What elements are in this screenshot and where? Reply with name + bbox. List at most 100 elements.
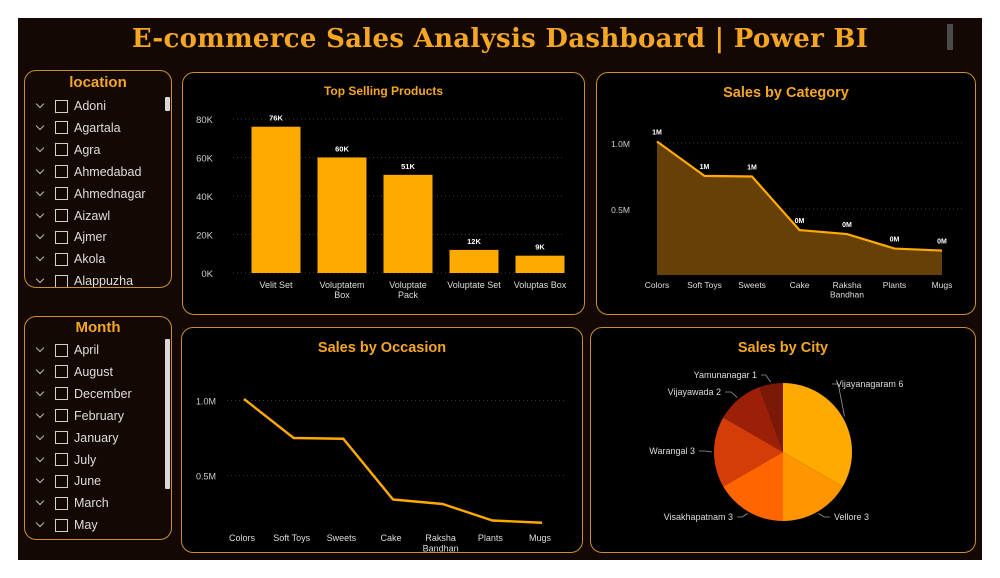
sales-by-city-panel[interactable]: Sales by City Vijayanagaram 6 Vellore 3 Vi…	[590, 327, 976, 553]
slicer-item[interactable]: Ajmer	[25, 227, 107, 247]
sales-by-category-panel[interactable]: Sales by Category 0.5M 1.0M 1M Colors 1M Soft…	[596, 72, 976, 315]
y-tick-label: 80K	[196, 115, 214, 126]
x-tick-label: Voluptate	[389, 280, 427, 290]
x-tick-label: Box	[334, 290, 350, 300]
slicer-item-label: April	[74, 343, 100, 357]
y-tick-label: 0.5M	[196, 472, 216, 482]
checkbox[interactable]	[55, 343, 68, 357]
location-slicer[interactable]: location Adoni Agartala Agra Ahmedabad Ahmed…	[24, 70, 172, 288]
slicer-item[interactable]: January	[25, 428, 118, 448]
slicer-item[interactable]: Aizawl	[25, 206, 110, 226]
scrollbar[interactable]	[947, 24, 953, 50]
slicer-item-label: Adoni	[74, 99, 106, 113]
x-tick-label: Colors	[645, 280, 670, 290]
chevron-down-icon[interactable]	[33, 384, 49, 404]
checkbox[interactable]	[55, 99, 68, 113]
y-tick-label: 0.5M	[611, 205, 630, 215]
slicer-item-label: Ahmednagar	[74, 186, 146, 201]
slicer-item[interactable]: June	[25, 471, 101, 491]
slicer-item[interactable]: Ahmedabad	[25, 162, 141, 182]
bar	[251, 126, 301, 273]
slicer-scrollbar-thumb[interactable]	[165, 97, 170, 111]
data-label: 76K	[269, 114, 283, 123]
chevron-down-icon[interactable]	[33, 249, 49, 269]
x-tick-label: Cake	[380, 533, 401, 543]
chevron-down-icon[interactable]	[33, 162, 49, 182]
chevron-down-icon[interactable]	[33, 450, 49, 470]
checkbox[interactable]	[55, 121, 68, 135]
checkbox[interactable]	[55, 387, 68, 401]
checkbox[interactable]	[55, 453, 68, 466]
chevron-down-icon[interactable]	[33, 140, 49, 160]
data-label: 60K	[335, 145, 349, 154]
x-tick-label: Velit Set	[259, 280, 293, 290]
checkbox[interactable]	[55, 474, 68, 488]
slicer-item-label: Alappuzha	[74, 274, 134, 288]
chevron-down-icon[interactable]	[33, 118, 49, 138]
chevron-down-icon[interactable]	[33, 515, 49, 535]
chevron-down-icon[interactable]	[33, 206, 49, 226]
x-tick-label: Plants	[478, 533, 504, 543]
chevron-down-icon[interactable]	[33, 184, 49, 204]
checkbox[interactable]	[55, 431, 68, 445]
slicer-item[interactable]: Adoni	[25, 96, 106, 116]
slicer-item-label: Agra	[74, 142, 101, 157]
sales-by-occasion-panel[interactable]: Sales by Occasion 0.5M 1.0M Colors Soft Toy…	[181, 327, 583, 553]
checkbox[interactable]	[55, 518, 68, 532]
slicer-item[interactable]: Agartala	[25, 118, 121, 138]
pie-slice	[783, 452, 843, 521]
chevron-down-icon[interactable]	[33, 271, 49, 287]
checkbox[interactable]	[55, 365, 68, 379]
dashboard-canvas: E-commerce Sales Analysis Dashboard | Po…	[18, 18, 982, 560]
slicer-scrollbar-thumb[interactable]	[165, 339, 170, 489]
slicer-item[interactable]: April	[25, 340, 99, 360]
x-tick-label: Plants	[883, 280, 907, 290]
slicer-item-label: March	[74, 496, 109, 511]
sales-by-city-chart: Vijayanagaram 6 Vellore 3 Visakhapatnam 3 W…	[649, 370, 903, 522]
checkbox[interactable]	[55, 209, 68, 222]
chevron-down-icon[interactable]	[33, 406, 49, 426]
x-tick-label: Voluptatem	[319, 280, 364, 290]
pie-slice	[759, 383, 783, 452]
pie-slice	[714, 417, 783, 487]
slicer-item-label: Agartala	[74, 120, 121, 135]
checkbox[interactable]	[55, 496, 68, 510]
chevron-down-icon[interactable]	[33, 227, 49, 247]
slicer-item[interactable]: February	[25, 406, 124, 426]
checkbox[interactable]	[55, 230, 68, 244]
slicer-item-label: December	[74, 386, 132, 401]
month-slicer[interactable]: Month April August December February January…	[24, 316, 172, 540]
chevron-down-icon[interactable]	[33, 340, 49, 360]
x-tick-label: Soft Toys	[273, 533, 310, 543]
checkbox[interactable]	[55, 165, 68, 179]
slicer-item[interactable]: August	[25, 362, 113, 382]
slicer-item[interactable]: Ahmednagar	[25, 184, 146, 204]
chevron-down-icon[interactable]	[33, 493, 49, 513]
pie-label: Yamunanagar 1	[694, 370, 757, 380]
leader-line	[699, 450, 713, 453]
checkbox[interactable]	[55, 274, 68, 287]
checkbox[interactable]	[55, 187, 68, 201]
data-label: 9K	[535, 243, 545, 252]
checkbox[interactable]	[55, 409, 68, 423]
slicer-item[interactable]: March	[25, 493, 109, 513]
slicer-item[interactable]: May	[25, 515, 98, 535]
chevron-down-icon[interactable]	[33, 362, 49, 382]
checkbox[interactable]	[55, 143, 68, 157]
slicer-item[interactable]: Agra	[25, 140, 100, 160]
chevron-down-icon[interactable]	[33, 471, 49, 491]
slicer-item[interactable]: December	[25, 384, 132, 404]
y-tick-label: 40K	[196, 192, 214, 203]
bar	[383, 174, 433, 273]
slicer-item[interactable]: Alappuzha	[25, 271, 134, 288]
pie-label: Vijayanagaram 6	[836, 379, 903, 389]
slicer-item[interactable]: July	[25, 450, 96, 470]
x-tick-label: Pack	[398, 290, 419, 300]
top-selling-products-panel[interactable]: Top Selling Products 0K 20K 40K 60K 80K 76K Ve…	[182, 72, 585, 315]
x-tick-label: Sweets	[738, 280, 766, 290]
chevron-down-icon[interactable]	[33, 96, 49, 116]
slicer-item[interactable]: Akola	[25, 249, 105, 269]
pie-label: Warangal 3	[649, 446, 695, 456]
chevron-down-icon[interactable]	[33, 428, 49, 448]
checkbox[interactable]	[55, 252, 68, 266]
